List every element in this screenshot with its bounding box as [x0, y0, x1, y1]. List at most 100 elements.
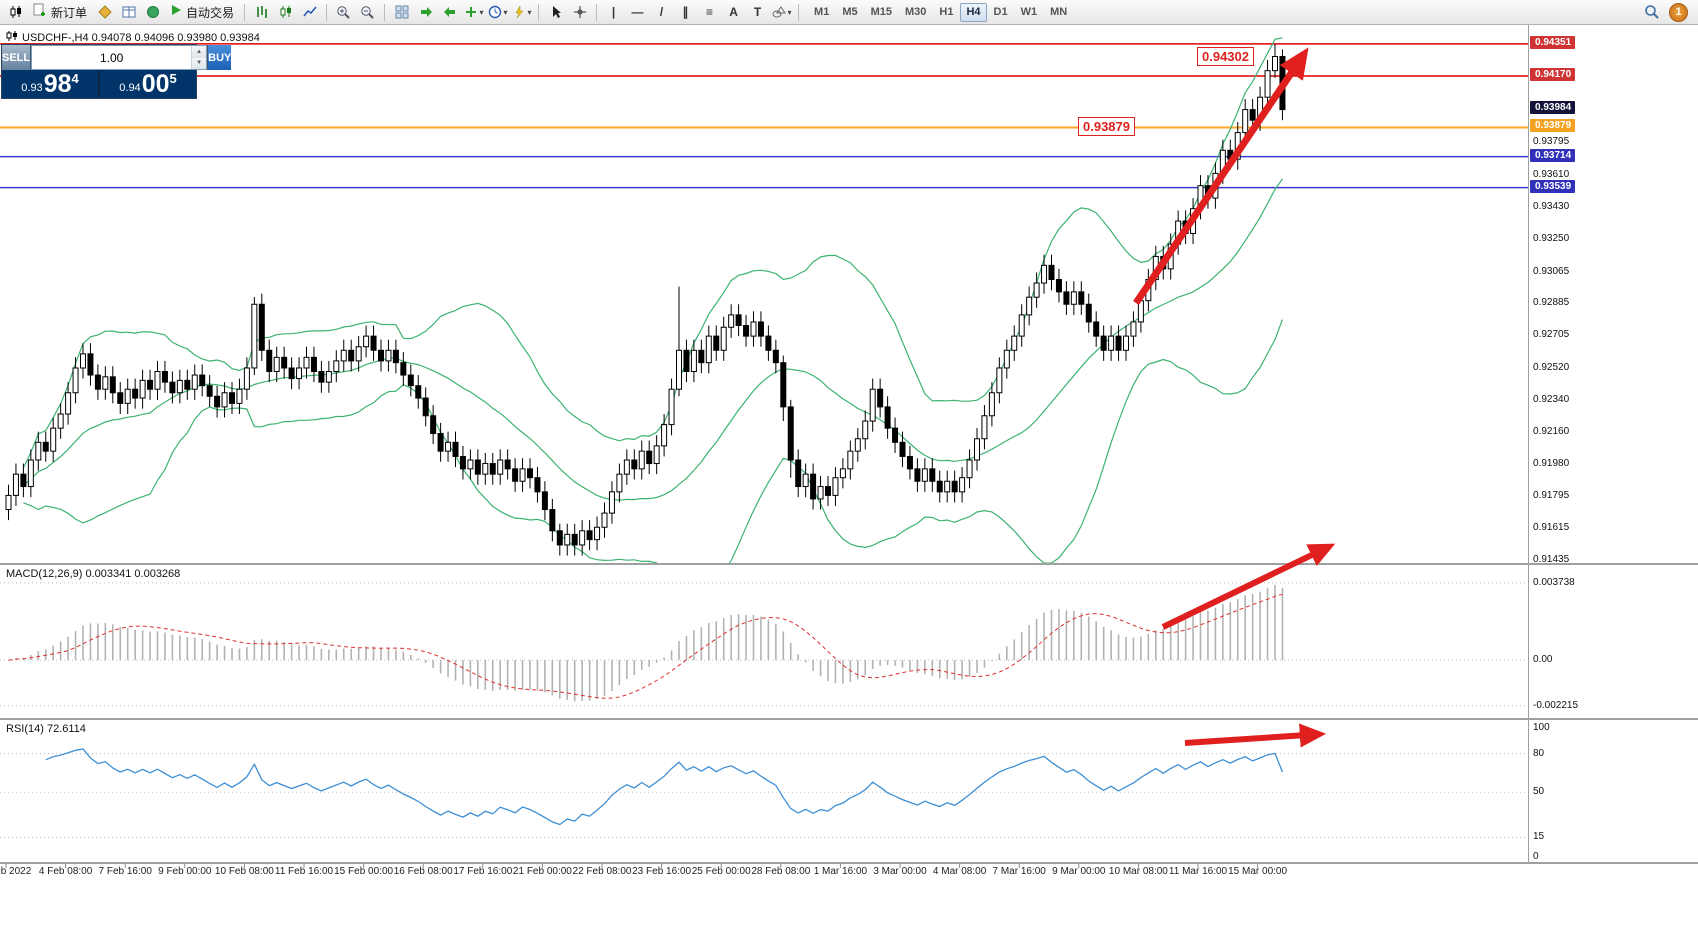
- new-order-label: 新订单: [51, 5, 88, 20]
- time-axis-label: 11 Feb 16:00: [274, 866, 334, 877]
- candle: [601, 512, 608, 528]
- volume-box: ▲▼: [31, 45, 208, 70]
- main-toolbar: 新订单 自动交易: [0, 0, 1698, 25]
- candle: [378, 349, 384, 362]
- shapes-tool-icon[interactable]: ▾: [770, 1, 793, 23]
- auto-scroll-icon[interactable]: [414, 1, 437, 23]
- candle: [206, 385, 213, 397]
- candle: [527, 468, 533, 479]
- candle: [258, 303, 265, 351]
- candle: [541, 491, 548, 511]
- bollinger-up-line: [22, 37, 1283, 469]
- spin-down-icon[interactable]: ▼: [192, 57, 207, 69]
- buy-button[interactable]: BUY: [207, 45, 232, 70]
- candle: [735, 314, 742, 327]
- price-axis-label: 0.91615: [1533, 522, 1570, 534]
- candle: [899, 441, 906, 457]
- rsi-axis-label: 50: [1533, 786, 1545, 798]
- timeframe-button-w1[interactable]: W1: [1020, 5, 1038, 18]
- time-axis-label: 22 Feb 08:00: [572, 866, 632, 877]
- candle: [415, 385, 422, 399]
- bar-chart-type-icon[interactable]: [250, 1, 273, 23]
- indicators-icon[interactable]: ▾: [462, 1, 485, 23]
- sell-price-small: 0.93: [21, 82, 43, 94]
- new-order-button[interactable]: 新订单: [28, 2, 92, 22]
- candle: [728, 314, 735, 328]
- data-window-icon[interactable]: [117, 1, 140, 23]
- new-chart-icon[interactable]: [4, 1, 27, 23]
- crosshair-icon[interactable]: [568, 1, 591, 23]
- text-tool-icon[interactable]: A: [729, 5, 738, 19]
- candle: [273, 356, 280, 373]
- tile-windows-icon[interactable]: [390, 1, 413, 23]
- volume-input[interactable]: [32, 46, 192, 69]
- label-tool-icon[interactable]: T: [753, 5, 762, 19]
- candle: [445, 441, 452, 452]
- timeframe-button-m5[interactable]: M5: [842, 5, 858, 18]
- timeframe-button-m15[interactable]: M15: [870, 5, 892, 18]
- candle: [534, 477, 541, 493]
- cursor-icon[interactable]: [544, 1, 567, 23]
- sell-button[interactable]: SELL: [2, 45, 32, 70]
- autotrade-button[interactable]: 自动交易: [165, 2, 239, 22]
- candle: [482, 463, 489, 475]
- candle: [959, 477, 966, 493]
- timeframe-button-m30[interactable]: M30: [905, 5, 927, 18]
- spin-up-icon[interactable]: ▲: [192, 46, 207, 58]
- timeframe-button-d1[interactable]: D1: [993, 5, 1008, 18]
- candle: [683, 349, 690, 373]
- market-watch-icon[interactable]: [93, 1, 116, 23]
- candle: [20, 473, 27, 488]
- timeframe-button-mn[interactable]: MN: [1050, 5, 1068, 18]
- candle: [102, 376, 109, 390]
- channel-tool-icon[interactable]: ∥: [682, 5, 689, 19]
- fibonacci-tool-icon[interactable]: ≡: [706, 5, 714, 19]
- candle: [765, 335, 772, 351]
- horizontal-line-tool-icon[interactable]: —: [631, 5, 644, 19]
- candle: [631, 459, 638, 470]
- time-axis-label: 10 Mar 08:00: [1108, 866, 1168, 877]
- candle: [608, 491, 615, 514]
- time-axis-label: 1 Mar 16:00: [813, 866, 868, 877]
- candle: [884, 406, 891, 429]
- rsi-layer: [0, 748, 1528, 838]
- sell-price[interactable]: 0.93 98 4: [2, 70, 98, 98]
- toolbar-separator: [798, 3, 800, 21]
- chart-shift-icon[interactable]: [438, 1, 461, 23]
- trend-arrows-layer: [1133, 47, 1336, 748]
- candle: [936, 480, 943, 493]
- candle: [340, 349, 347, 362]
- notification-badge[interactable]: 1: [1669, 2, 1688, 22]
- time-axis-label: 7 Mar 16:00: [992, 866, 1046, 877]
- zoom-out-icon[interactable]: [356, 1, 379, 23]
- candle: [854, 438, 861, 452]
- price-axis-label: 0.92340: [1533, 393, 1570, 405]
- zoom-in-icon[interactable]: [332, 1, 355, 23]
- price-callout[interactable]: 0.93879: [1078, 117, 1135, 136]
- price-callout[interactable]: 0.94302: [1197, 47, 1254, 66]
- timeframe-button-m1[interactable]: M1: [814, 5, 830, 18]
- candle: [229, 392, 235, 404]
- macd-layer: [0, 582, 1528, 707]
- candlestick-type-icon[interactable]: [274, 1, 297, 23]
- candle: [988, 392, 995, 417]
- buy-price[interactable]: 0.94 00 5: [100, 70, 196, 98]
- line-chart-type-icon[interactable]: [298, 1, 321, 23]
- time-axis-label: 28 Feb 08:00: [751, 866, 811, 877]
- trendline-tool-icon[interactable]: /: [659, 5, 664, 19]
- periods-icon[interactable]: ▾: [486, 1, 509, 23]
- search-icon[interactable]: [1640, 1, 1663, 23]
- templates-icon[interactable]: ▾: [510, 1, 533, 23]
- volume-stepper[interactable]: ▲ ▼: [191, 46, 207, 69]
- candle: [303, 356, 310, 369]
- timeframe-button-h1[interactable]: H1: [939, 5, 954, 18]
- rsi-header-text: RSI(14) 72.6114: [6, 723, 86, 735]
- candle: [467, 459, 474, 470]
- navigator-icon[interactable]: [141, 1, 164, 23]
- chevron-down-icon: ▾: [479, 7, 484, 17]
- vertical-line-tool-icon[interactable]: |: [611, 5, 616, 19]
- price-axis-label: 0.93065: [1533, 265, 1570, 277]
- timeframe-button-h4[interactable]: H4: [960, 2, 987, 22]
